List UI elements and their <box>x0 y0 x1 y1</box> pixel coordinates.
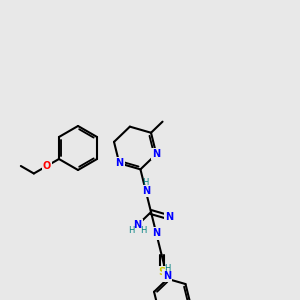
Text: N: N <box>142 186 150 196</box>
Text: N: N <box>152 228 160 239</box>
Text: H: H <box>140 226 147 235</box>
Text: N: N <box>163 271 171 281</box>
Text: N: N <box>115 158 123 168</box>
Text: N: N <box>152 149 160 159</box>
Text: H: H <box>128 226 135 235</box>
Text: H: H <box>164 264 170 273</box>
Text: N: N <box>165 212 173 222</box>
Text: H: H <box>142 178 149 187</box>
Text: O: O <box>43 161 51 171</box>
Text: S: S <box>158 267 165 278</box>
Text: N: N <box>134 220 142 230</box>
